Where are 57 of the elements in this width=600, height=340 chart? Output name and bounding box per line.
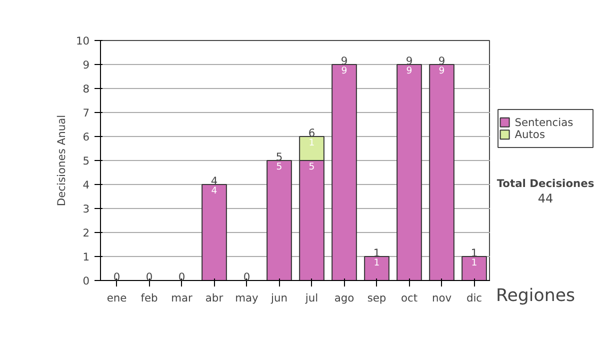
x-tick-label: may [235, 292, 258, 304]
legend-label: Autos [514, 128, 546, 142]
total-label: 9 [406, 54, 413, 68]
data-label: 1 [471, 257, 478, 268]
legend-label: Sentencias [514, 116, 574, 129]
total-label: 6 [308, 126, 316, 140]
total-label: 5 [276, 150, 283, 164]
x-tick-label: nov [432, 292, 452, 304]
total-label: 9 [438, 54, 446, 68]
y-axis-title: Decisiones Anual [54, 114, 68, 206]
total-label: 1 [373, 246, 380, 260]
x-tick-label: abr [205, 292, 224, 304]
data-label: 9 [406, 65, 412, 76]
bar [266, 160, 292, 280]
text: 44 [538, 191, 554, 206]
bar [364, 256, 390, 280]
y-tick-label: 6 [82, 130, 90, 144]
data-label: 5 [308, 161, 315, 172]
y-tick-label: 4 [82, 178, 90, 192]
y-tick-label: 3 [82, 202, 90, 216]
x-tick-label: jul [304, 292, 318, 304]
x-tick-label: dic [466, 292, 482, 304]
y-tick-label: 5 [82, 154, 90, 168]
y-tick-label: 0 [82, 274, 90, 288]
data-label: 9 [438, 65, 445, 76]
x-tick-label: ago [334, 292, 354, 304]
total-label: 4 [210, 174, 218, 188]
total-label: 0 [178, 270, 186, 284]
y-tick-label: 8 [82, 82, 90, 96]
data-label: 4 [211, 185, 218, 196]
bar [429, 64, 454, 280]
total-label: 1 [470, 246, 478, 260]
total-label: 0 [113, 270, 120, 284]
y-tick-label: 1 [82, 250, 90, 264]
x-tick-label: feb [140, 292, 158, 304]
y-tick-label: 2 [82, 226, 90, 240]
data-label: 9 [341, 65, 348, 76]
x-tick-label: mar [171, 292, 194, 304]
text: Regiones [496, 286, 576, 306]
bar [332, 64, 357, 280]
text: Total Decisiones [496, 177, 594, 190]
y-tick-label: 7 [82, 106, 90, 120]
total-label: 0 [146, 270, 153, 284]
data-label: 5 [276, 161, 282, 172]
bar [202, 184, 227, 280]
total-label: 9 [340, 54, 348, 68]
bar [462, 256, 487, 280]
data-label: 1 [308, 137, 315, 148]
x-tick-label: sep [367, 292, 386, 304]
x-tick-label: oct [400, 292, 418, 304]
y-tick-label: 10 [76, 34, 90, 48]
x-tick-label: ene [106, 292, 127, 304]
y-tick-label: 9 [82, 58, 90, 72]
x-tick-label: jun [270, 292, 288, 304]
data-label: 1 [374, 257, 380, 268]
total-label: 0 [243, 270, 250, 284]
bar [396, 64, 422, 280]
